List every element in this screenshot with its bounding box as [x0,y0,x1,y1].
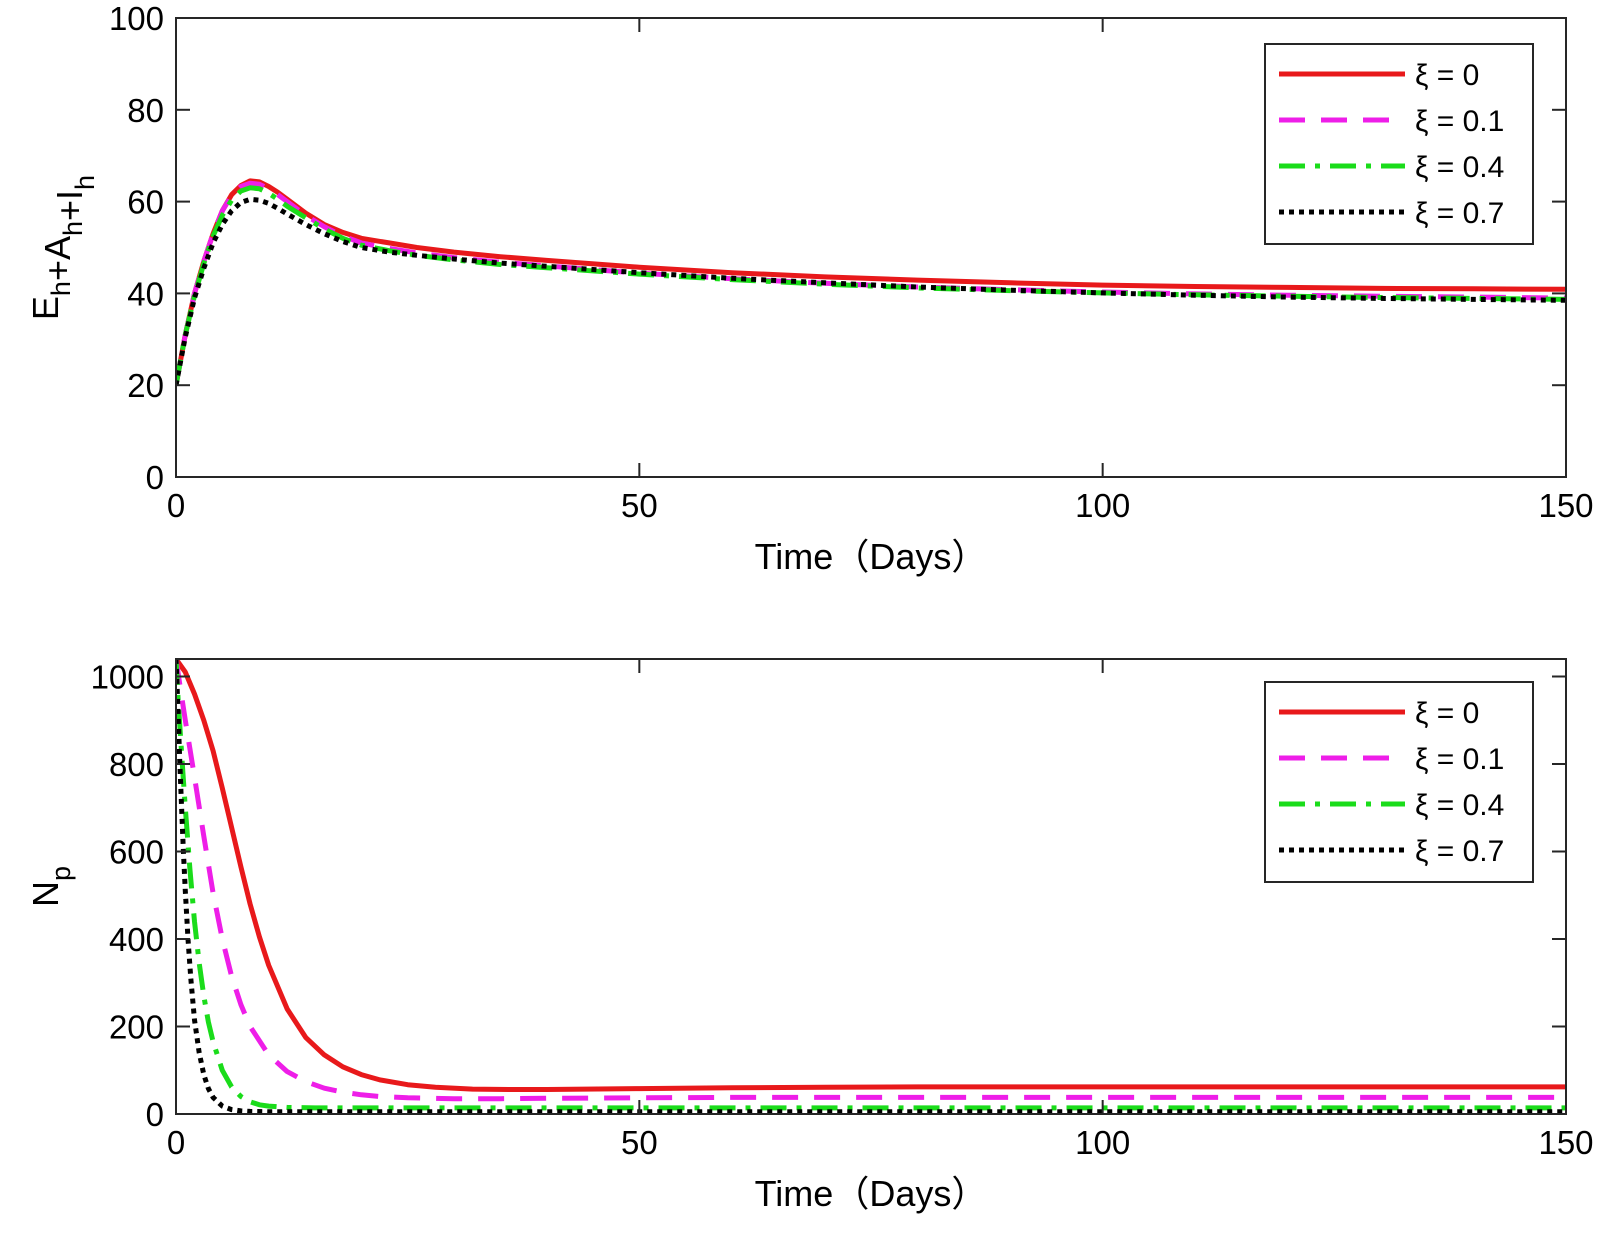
legend-label: ξ = 0.4 [1415,789,1504,822]
axes-box [175,17,1567,478]
y-tick-label: 100 [109,0,164,37]
y-axis-title: Eh+Ah+Ih [25,175,100,320]
series-line-3 [176,659,1566,1114]
y-tick-label: 800 [109,746,164,783]
x-tick-label: 50 [621,487,658,524]
series-line-1 [176,659,1566,1102]
y-tick-label: 80 [127,92,164,129]
y-tick-label: 400 [109,921,164,958]
y-tick-label: 200 [109,1009,164,1046]
y-axis-title: Np [25,866,76,907]
y-tick-label: 0 [146,1096,164,1133]
x-tick-label: 0 [167,1124,185,1161]
series-line-3 [176,196,1566,386]
axes-box [175,658,1567,1115]
y-tick-label: 40 [127,275,164,312]
x-tick-label: 100 [1075,1124,1130,1161]
x-tick-label: 0 [167,487,185,524]
legend-label: ξ = 0.4 [1415,151,1504,184]
y-tick-label: 1000 [91,659,164,696]
legend-label: ξ = 0.7 [1415,197,1504,230]
x-tick-label: 150 [1538,487,1593,524]
x-axis-title: Time（Days） [755,536,988,577]
legend-label: ξ = 0.1 [1415,105,1504,138]
y-tick-label: 60 [127,184,164,221]
series-line-0 [176,659,1566,1092]
legend-label: ξ = 0 [1415,697,1479,730]
legend-label: ξ = 0.1 [1415,743,1504,776]
x-tick-label: 150 [1538,1124,1593,1161]
series-line-2 [176,659,1566,1111]
x-tick-label: 100 [1075,487,1130,524]
legend-label: ξ = 0.7 [1415,835,1504,868]
x-axis-title: Time（Days） [755,1173,988,1214]
top-panel: 0 50 100 150 0 20 40 60 80 100 Time（Days） Eh+Ah+Ih ξ… [25,0,1594,577]
y-tick-label: 600 [109,834,164,871]
x-tick-label: 50 [621,1124,658,1161]
legend-label: ξ = 0 [1415,59,1479,92]
y-tick-label: 0 [146,459,164,496]
y-tick-label: 20 [127,367,164,404]
bottom-panel: 0 50 100 150 0 200 400 600 800 1000 Time（Days） Np ξ … [25,658,1594,1214]
